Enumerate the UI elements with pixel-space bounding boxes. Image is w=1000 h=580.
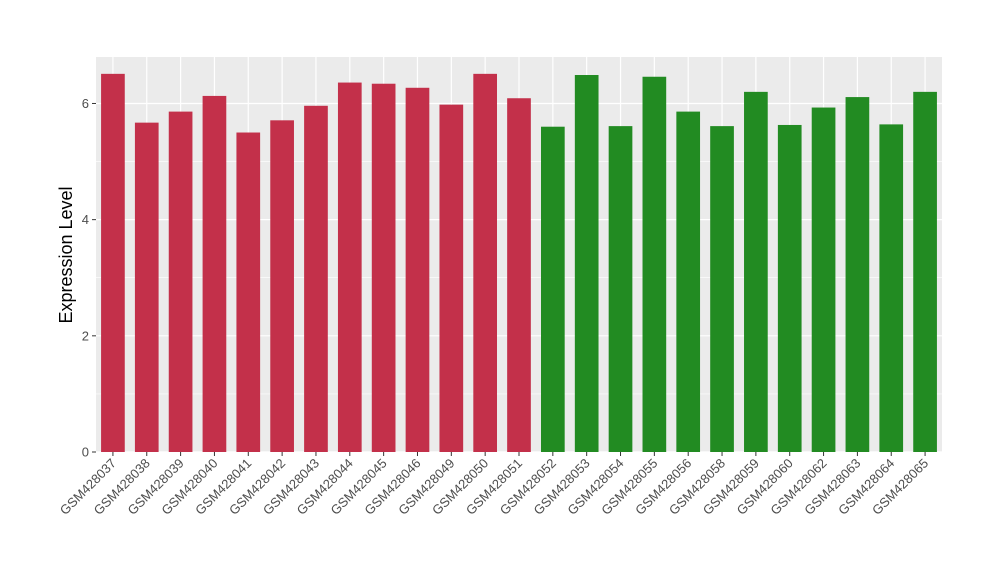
bar-gsm428037: [101, 73, 125, 453]
bar-gsm428056: [676, 111, 701, 453]
bar-gsm428046: [405, 87, 430, 452]
bar-gsm428053: [574, 75, 599, 452]
bar-gsm428058: [710, 126, 734, 452]
bar-gsm428059: [744, 91, 768, 453]
bar-gsm428060: [777, 124, 802, 453]
bar-gsm428040: [202, 95, 227, 452]
bar-gsm428049: [439, 104, 464, 452]
bar-gsm428055: [642, 76, 667, 452]
bar-gsm428050: [473, 73, 498, 453]
bar-gsm428052: [540, 126, 565, 453]
y-tick-label: 4: [82, 212, 89, 227]
bar-gsm428039: [168, 111, 193, 453]
bar-gsm428062: [811, 107, 836, 452]
bar-gsm428063: [845, 97, 870, 453]
bar-gsm428043: [304, 105, 328, 452]
y-tick-label: 6: [82, 96, 89, 111]
bar-gsm428045: [371, 83, 396, 453]
y-tick-label: 0: [82, 445, 89, 460]
bar-gsm428042: [270, 120, 294, 453]
bar-gsm428064: [879, 124, 904, 452]
bar-gsm428065: [913, 91, 937, 453]
x-axis: GSM428037GSM428038GSM428039GSM428040GSM4…: [57, 452, 931, 518]
bar-gsm428054: [608, 126, 633, 452]
y-axis-title: Expression Level: [56, 186, 76, 323]
bar-gsm428051: [507, 98, 531, 452]
bar-gsm428038: [134, 122, 159, 452]
y-axis: 0 2 4 6: [82, 96, 96, 460]
bar-gsm428044: [337, 82, 362, 452]
bar-gsm428041: [236, 132, 261, 452]
bars: [101, 73, 937, 453]
y-tick-label: 2: [82, 328, 89, 343]
